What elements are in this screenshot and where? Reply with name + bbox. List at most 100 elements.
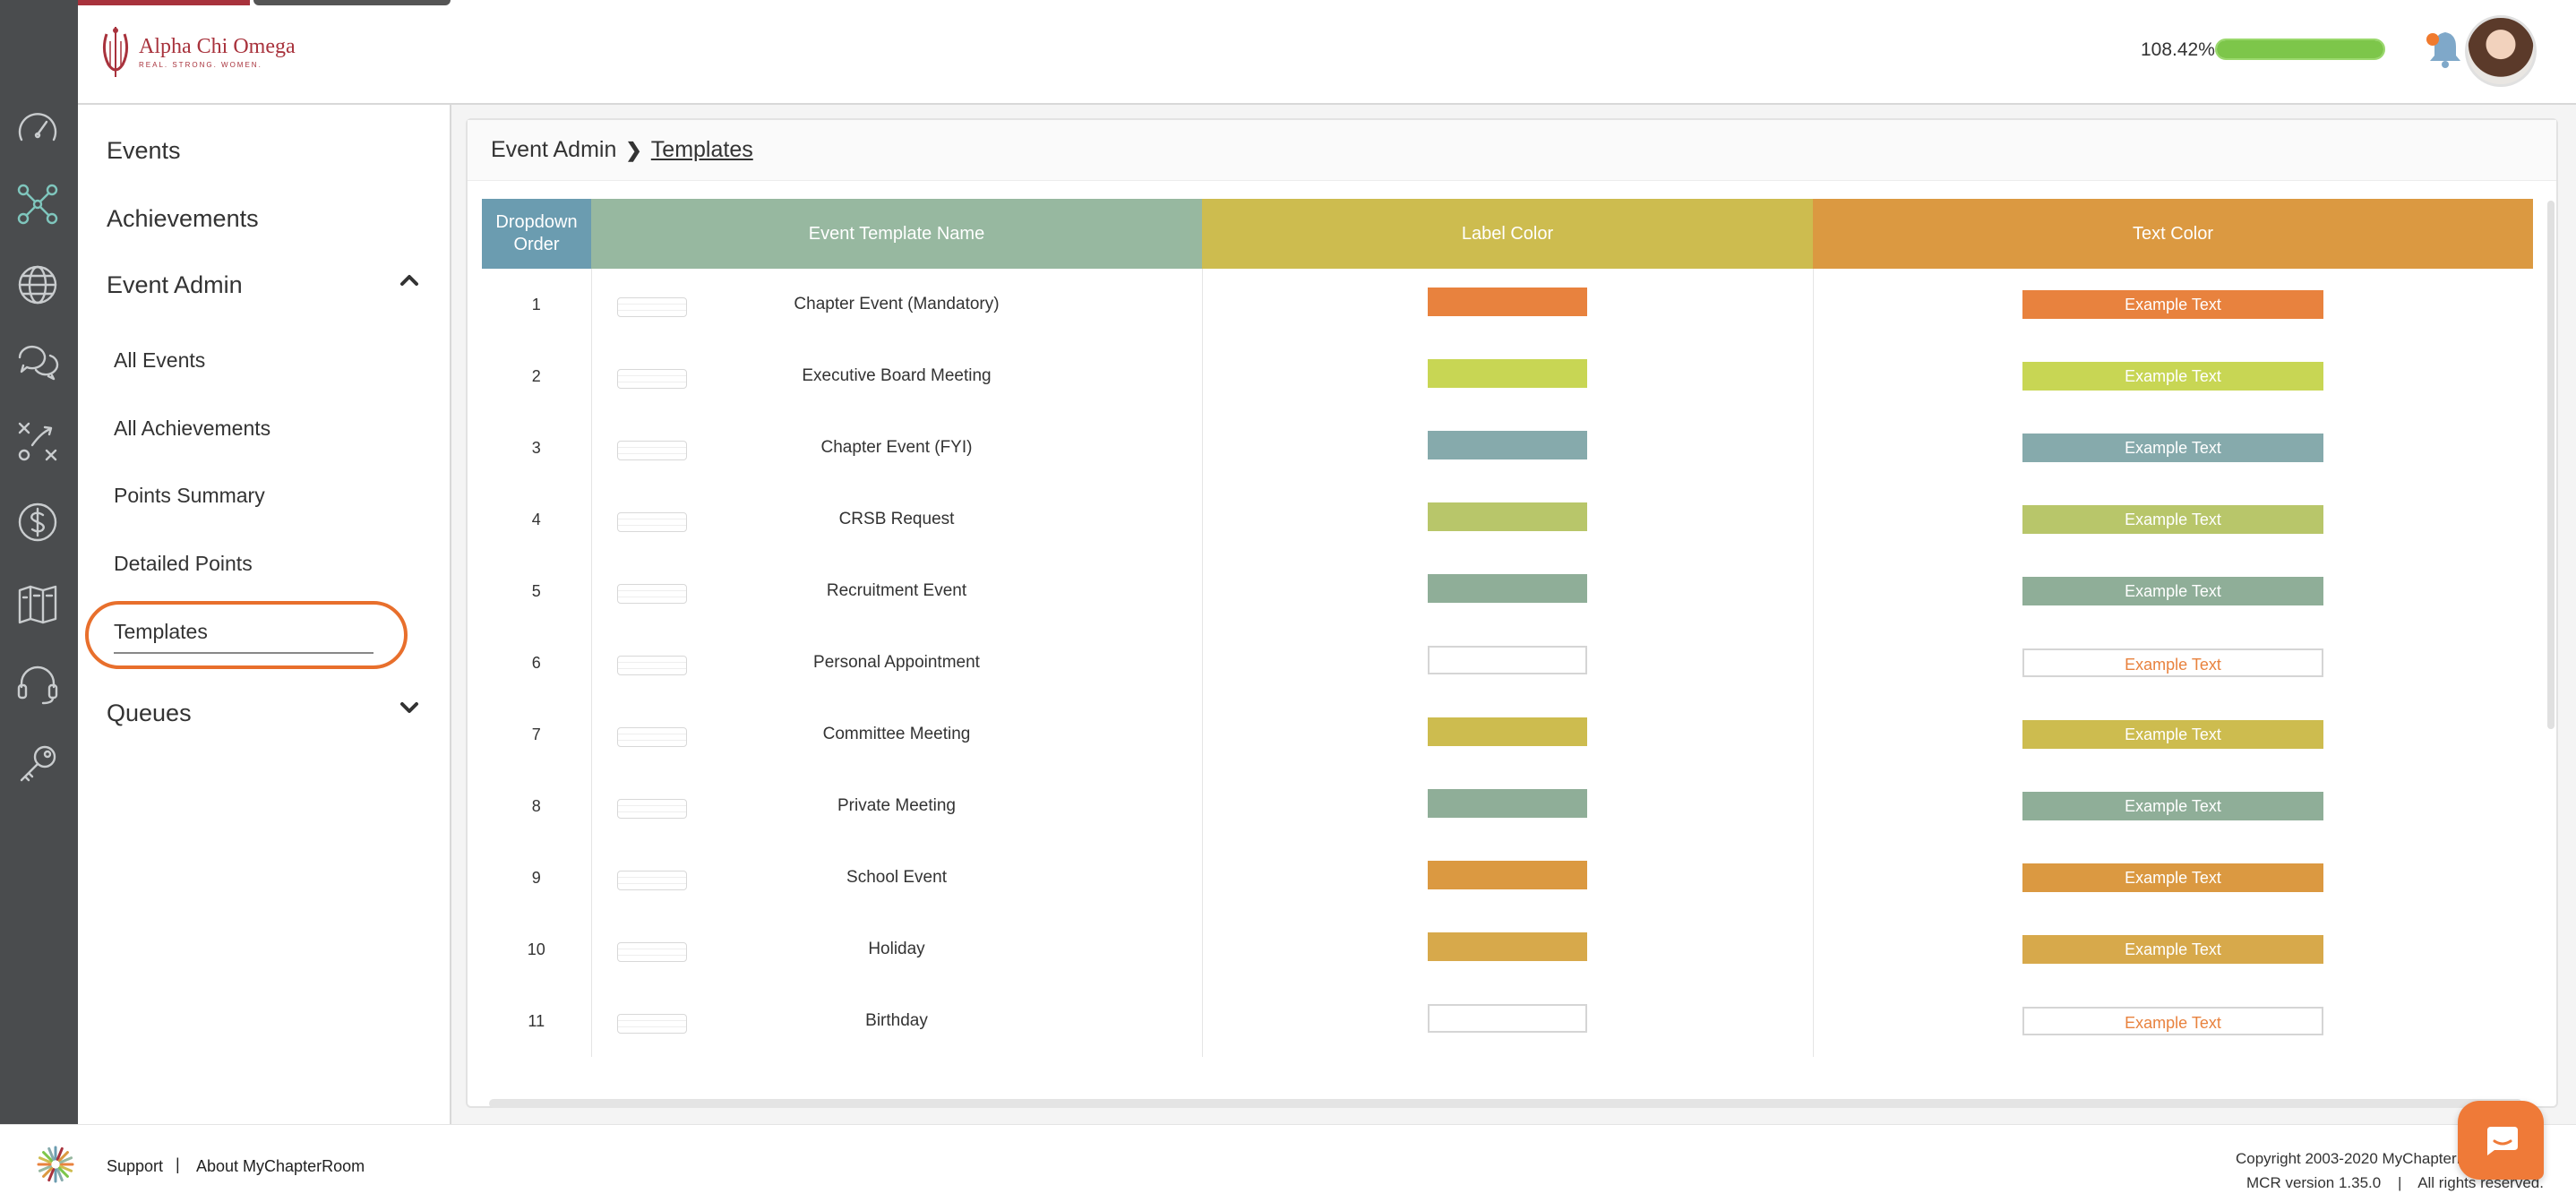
breadcrumb-parent[interactable]: Event Admin bbox=[491, 137, 617, 162]
template-name[interactable]: Holiday bbox=[868, 940, 925, 958]
text-color-example[interactable]: Example Text bbox=[2022, 505, 2323, 534]
dollar-icon[interactable] bbox=[13, 497, 63, 547]
text-color-example[interactable]: Example Text bbox=[2022, 1007, 2323, 1035]
text-color-cell: Example Text bbox=[1813, 627, 2533, 699]
drag-handle-icon[interactable] bbox=[616, 297, 687, 317]
table-row[interactable]: 11 Birthday Example Text bbox=[482, 985, 2533, 1057]
label-color-swatch[interactable] bbox=[1428, 861, 1587, 889]
template-name[interactable]: CRSB Request bbox=[838, 510, 955, 528]
chevron-up-icon[interactable] bbox=[396, 266, 423, 293]
table-row[interactable]: 6 Personal Appointment Example Text bbox=[482, 627, 2533, 699]
templates-table: Dropdown Order Event Template Name Label… bbox=[482, 199, 2533, 1057]
copyright-text: Copyright 2003-2020 MyChapterR bbox=[2236, 1150, 2468, 1167]
drag-handle-icon[interactable] bbox=[616, 441, 687, 460]
dropdown-order-cell: 7 bbox=[482, 699, 592, 770]
label-color-cell bbox=[1202, 985, 1814, 1057]
drag-handle-icon[interactable] bbox=[616, 871, 687, 890]
key-icon[interactable] bbox=[13, 739, 63, 789]
mychapterroom-logo[interactable] bbox=[36, 1145, 75, 1184]
table-row[interactable]: 10 Holiday Example Text bbox=[482, 914, 2533, 985]
text-color-cell: Example Text bbox=[1813, 699, 2533, 770]
template-name[interactable]: Recruitment Event bbox=[826, 581, 967, 600]
chat-button[interactable] bbox=[2458, 1101, 2544, 1180]
nav-achievements[interactable]: Achievements bbox=[107, 205, 259, 232]
text-color-cell: Example Text bbox=[1813, 555, 2533, 627]
documents-icon[interactable] bbox=[13, 578, 63, 628]
label-color-swatch[interactable] bbox=[1428, 646, 1587, 674]
label-color-swatch[interactable] bbox=[1428, 789, 1587, 818]
vertical-scrollbar[interactable] bbox=[2547, 201, 2555, 729]
nav-templates[interactable]: Templates bbox=[114, 620, 208, 643]
label-color-swatch[interactable] bbox=[1428, 1004, 1587, 1033]
breadcrumb-current[interactable]: Templates bbox=[650, 137, 753, 162]
chat-bubbles-icon[interactable] bbox=[13, 336, 63, 386]
text-color-example[interactable]: Example Text bbox=[2022, 863, 2323, 892]
header-event-template-name: Event Template Name bbox=[591, 199, 1202, 269]
template-name-cell: Private Meeting bbox=[591, 770, 1203, 842]
label-color-swatch[interactable] bbox=[1428, 431, 1587, 459]
avatar[interactable] bbox=[2465, 15, 2537, 87]
network-icon[interactable] bbox=[13, 179, 63, 229]
drag-handle-icon[interactable] bbox=[616, 799, 687, 819]
drag-handle-icon[interactable] bbox=[616, 942, 687, 962]
table-row[interactable]: 4 CRSB Request Example Text bbox=[482, 484, 2533, 555]
text-color-cell: Example Text bbox=[1813, 842, 2533, 914]
label-color-cell bbox=[1202, 555, 1814, 627]
speedometer-icon[interactable] bbox=[13, 104, 63, 154]
nav-detailed-points[interactable]: Detailed Points bbox=[114, 552, 253, 575]
template-name[interactable]: Executive Board Meeting bbox=[802, 366, 992, 385]
table-row[interactable]: 2 Executive Board Meeting Example Text bbox=[482, 340, 2533, 412]
table-row[interactable]: 3 Chapter Event (FYI) Example Text bbox=[482, 412, 2533, 484]
drag-handle-icon[interactable] bbox=[616, 1014, 687, 1034]
template-name[interactable]: School Event bbox=[846, 868, 947, 887]
horizontal-scrollbar[interactable] bbox=[489, 1099, 2522, 1108]
text-color-example[interactable]: Example Text bbox=[2022, 362, 2323, 391]
drag-handle-icon[interactable] bbox=[616, 512, 687, 532]
label-color-swatch[interactable] bbox=[1428, 502, 1587, 531]
template-name[interactable]: Committee Meeting bbox=[822, 725, 971, 743]
label-color-swatch[interactable] bbox=[1428, 359, 1587, 388]
nav-all-events[interactable]: All Events bbox=[114, 348, 206, 372]
text-color-example[interactable]: Example Text bbox=[2022, 648, 2323, 677]
label-color-swatch[interactable] bbox=[1428, 932, 1587, 961]
dropdown-order-cell: 11 bbox=[482, 985, 592, 1057]
nav-events[interactable]: Events bbox=[107, 137, 181, 164]
headset-icon[interactable] bbox=[13, 658, 63, 708]
nav-queues[interactable]: Queues bbox=[107, 700, 192, 726]
drag-handle-icon[interactable] bbox=[616, 656, 687, 675]
chevron-down-icon[interactable] bbox=[396, 694, 423, 721]
header-text-color: Text Color bbox=[1813, 199, 2533, 269]
table-row[interactable]: 5 Recruitment Event Example Text bbox=[482, 555, 2533, 627]
text-color-example[interactable]: Example Text bbox=[2022, 290, 2323, 319]
template-name[interactable]: Chapter Event (Mandatory) bbox=[794, 295, 1000, 313]
globe-icon[interactable] bbox=[13, 260, 63, 310]
text-color-example[interactable]: Example Text bbox=[2022, 434, 2323, 462]
about-link[interactable]: About MyChapterRoom bbox=[196, 1157, 365, 1175]
table-row[interactable]: 1 Chapter Event (Mandatory) Example Text bbox=[482, 269, 2533, 340]
template-name[interactable]: Birthday bbox=[865, 1011, 928, 1030]
drag-handle-icon[interactable] bbox=[616, 727, 687, 747]
text-color-example[interactable]: Example Text bbox=[2022, 720, 2323, 749]
brand-logo[interactable]: Alpha Chi Omega REAL. STRONG. WOMEN. bbox=[98, 23, 296, 81]
logo-petal bbox=[38, 1156, 52, 1164]
nav-all-achievements[interactable]: All Achievements bbox=[114, 416, 271, 440]
template-name[interactable]: Personal Appointment bbox=[813, 653, 980, 672]
dropdown-order-cell: 2 bbox=[482, 340, 592, 412]
text-color-example[interactable]: Example Text bbox=[2022, 792, 2323, 820]
nav-event-admin[interactable]: Event Admin bbox=[107, 271, 243, 298]
drag-handle-icon[interactable] bbox=[616, 369, 687, 389]
nav-points-summary[interactable]: Points Summary bbox=[114, 484, 265, 507]
support-link[interactable]: Support bbox=[107, 1157, 164, 1175]
strategy-icon[interactable] bbox=[13, 416, 63, 467]
text-color-example[interactable]: Example Text bbox=[2022, 577, 2323, 605]
table-row[interactable]: 7 Committee Meeting Example Text bbox=[482, 699, 2533, 770]
text-color-example[interactable]: Example Text bbox=[2022, 935, 2323, 964]
table-row[interactable]: 9 School Event Example Text bbox=[482, 842, 2533, 914]
table-row[interactable]: 8 Private Meeting Example Text bbox=[482, 770, 2533, 842]
template-name[interactable]: Private Meeting bbox=[837, 796, 956, 815]
label-color-swatch[interactable] bbox=[1428, 717, 1587, 746]
label-color-swatch[interactable] bbox=[1428, 574, 1587, 603]
label-color-swatch[interactable] bbox=[1428, 288, 1587, 316]
template-name[interactable]: Chapter Event (FYI) bbox=[820, 438, 973, 457]
drag-handle-icon[interactable] bbox=[616, 584, 687, 604]
